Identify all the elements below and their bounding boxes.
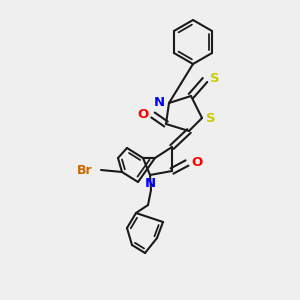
Text: O: O bbox=[138, 109, 149, 122]
Text: O: O bbox=[191, 157, 202, 169]
Text: S: S bbox=[210, 73, 220, 85]
Text: N: N bbox=[144, 177, 156, 190]
Text: N: N bbox=[154, 97, 165, 110]
Text: S: S bbox=[206, 112, 216, 124]
Text: Br: Br bbox=[77, 164, 93, 176]
